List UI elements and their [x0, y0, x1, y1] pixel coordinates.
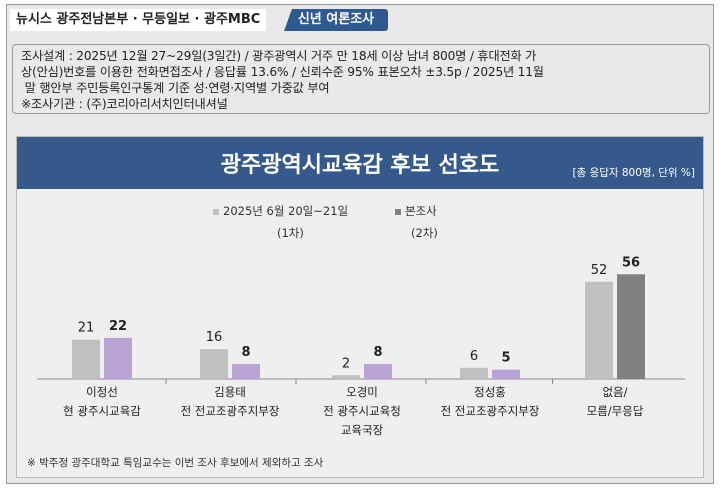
- category-label-line: 정성홍: [474, 385, 506, 399]
- category-label-line: 모름/무응답: [586, 404, 644, 418]
- bar: [585, 281, 613, 379]
- legend-swatch: [213, 208, 219, 215]
- info-line: ※조사기관 : (주)코리아리서치인터내셔널: [21, 97, 228, 111]
- info-line: 상(안심)번호를 이용한 전화면접조사 / 응답률 13.6% / 신뢰수준 9…: [21, 65, 544, 79]
- legend-item-1: 2025년 6월 20일~21일: [213, 203, 348, 219]
- info-line: 조사설계 : 2025년 12월 27~29일(3일간) / 광주광역시 거주 …: [21, 49, 537, 63]
- bar: [232, 364, 260, 379]
- category-label-line: 교육국장: [340, 423, 384, 437]
- chart-panel: 광주광역시교육감 후보 선호도 [총 응답자 800명, 단위 %] 2025년…: [16, 136, 704, 478]
- legend-item-2: 본조사: [395, 203, 437, 219]
- bar: [364, 364, 392, 379]
- category-label-line: 전 전교조광주지부장: [180, 404, 280, 418]
- bar: [617, 274, 645, 379]
- info-line: 말 행안부 주민등록인구통계 기준 성·연령·지역별 가중값 부여: [21, 81, 330, 95]
- data-label: 21: [78, 321, 95, 336]
- bar: [492, 369, 520, 379]
- bar: [200, 349, 228, 379]
- data-label: 52: [591, 263, 608, 278]
- legend-label: 2025년 6월 20일~21일: [223, 204, 349, 218]
- category-label-line: 없음/: [602, 385, 628, 399]
- legend-sub-1: (1차): [277, 226, 304, 240]
- unit-note: [총 응답자 800명, 단위 %]: [572, 167, 695, 179]
- data-label: 6: [470, 349, 478, 364]
- category-label-line: 이정선: [86, 385, 118, 399]
- data-label: 16: [206, 330, 223, 345]
- chart-title: 광주광역시교육감 후보 선호도: [220, 153, 500, 178]
- footnote: ※ 박주정 광주대학교 특임교수는 이번 조사 후보에서 제외하고 조사: [27, 457, 324, 469]
- category-label-line: 전 전교조광주지부장: [440, 404, 540, 418]
- category-label-line: 오경미: [346, 385, 378, 399]
- data-label: 2: [342, 356, 350, 371]
- category-label: 없음/모름/무응답: [545, 383, 685, 421]
- bar-chart: 21 22 16 8 2 8 6 5 52 56: [37, 255, 685, 384]
- data-label: 8: [373, 345, 382, 360]
- legend-swatch: [395, 208, 401, 215]
- source-header: 뉴시스 광주전남본부 · 무등일보 · 광주MBC: [10, 9, 267, 31]
- data-label: 56: [622, 255, 640, 270]
- bar: [72, 339, 100, 379]
- data-label: 8: [241, 345, 250, 360]
- category-label-line: 전 광주시교육청: [323, 404, 401, 418]
- survey-tag: 신년 여론조사: [284, 9, 388, 31]
- bar: [332, 375, 360, 379]
- bar: [104, 337, 132, 379]
- data-label: 22: [109, 319, 127, 334]
- legend-sub-2: (2차): [411, 226, 438, 240]
- category-label-line: 김용태: [214, 385, 246, 399]
- bar: [460, 367, 488, 379]
- data-label: 5: [501, 351, 510, 366]
- category-label-line: 현 광주시교육감: [63, 404, 141, 418]
- legend-label: 본조사: [405, 204, 437, 218]
- survey-info-box: 조사설계 : 2025년 12월 27~29일(3일간) / 광주광역시 거주 …: [12, 44, 710, 114]
- chart-title-bar: 광주광역시교육감 후보 선호도 [총 응답자 800명, 단위 %]: [17, 137, 703, 189]
